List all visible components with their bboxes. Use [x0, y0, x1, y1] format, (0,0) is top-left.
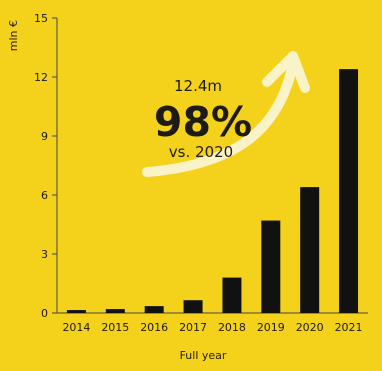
annotation-value-label: 12.4m [174, 77, 222, 95]
arrow-shaft [142, 63, 297, 177]
y-axis-ticks: 0 3 6 9 12 15 [34, 12, 57, 320]
x-tick-label: 2017 [179, 321, 207, 334]
bar-2018 [222, 277, 242, 313]
curved-up-arrow-icon [142, 51, 310, 177]
x-tick-label: 2020 [296, 321, 324, 334]
x-axis-ticks: 2014 2015 2016 2017 2018 2019 2020 2021 [62, 321, 362, 334]
y-tick-label: 9 [41, 130, 48, 143]
annotation-comparison-label: vs. 2020 [169, 143, 233, 161]
x-tick-label: 2014 [62, 321, 90, 334]
bar-2015 [105, 309, 125, 313]
bars-group [66, 69, 359, 313]
bar-2021 [339, 69, 359, 313]
arrow-head [262, 51, 310, 93]
y-tick-label: 12 [34, 71, 48, 84]
y-axis-title: mln € [7, 20, 20, 51]
x-tick-label: 2018 [218, 321, 246, 334]
x-tick-label: 2015 [101, 321, 129, 334]
bar-2019 [261, 220, 281, 313]
bar-2020 [300, 187, 320, 313]
annotation-growth-label: 98% [154, 98, 252, 146]
x-tick-label: 2016 [140, 321, 168, 334]
x-tick-label: 2019 [257, 321, 285, 334]
bar-2016 [144, 306, 164, 313]
y-tick-label: 6 [41, 189, 48, 202]
y-tick-label: 3 [41, 248, 48, 261]
y-tick-label: 15 [34, 12, 48, 25]
bar-2014 [66, 310, 86, 313]
y-tick-label: 0 [41, 307, 48, 320]
x-tick-label: 2021 [335, 321, 363, 334]
x-axis-title: Full year [180, 349, 227, 362]
bar-2017 [183, 300, 203, 313]
